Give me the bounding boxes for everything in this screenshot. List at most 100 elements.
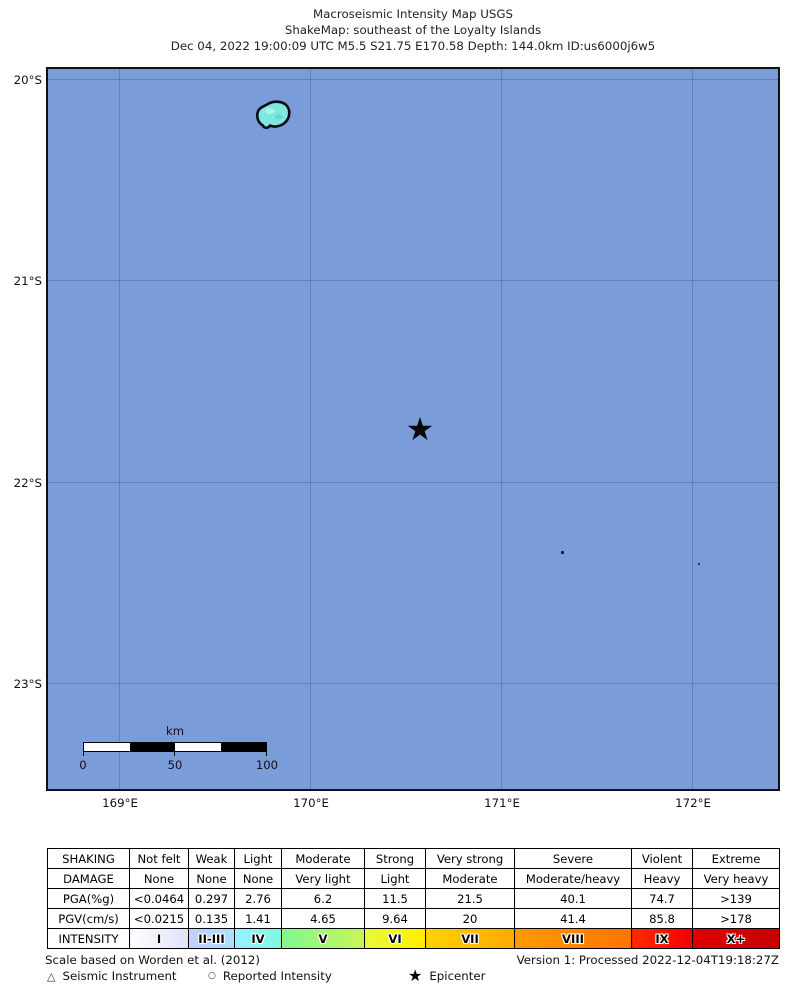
- pgv-cell: 0.135: [188, 908, 235, 929]
- intensity-cell: X+: [692, 928, 780, 949]
- table-row-pgv: PGV(cm/s) <0.0215 0.135 1.41 4.65 9.64 2…: [47, 908, 780, 929]
- star-icon: ★: [408, 966, 423, 985]
- damage-cell: Moderate: [425, 868, 515, 889]
- lat-tick-23s: 23°S: [13, 677, 42, 691]
- title-line-3: Dec 04, 2022 19:00:09 UTC M5.5 S21.75 E1…: [170, 38, 656, 53]
- island-texture: [275, 114, 283, 120]
- scale-bar-label-100: 100: [255, 758, 279, 772]
- island-texture: [265, 108, 275, 114]
- island-polygon: [255, 100, 291, 130]
- pgv-cell: >178: [692, 908, 780, 929]
- intensity-cell: V: [281, 928, 365, 949]
- islet-dot: [698, 563, 700, 565]
- pga-cell: <0.0464: [129, 888, 189, 909]
- table-row-pga: PGA(%g) <0.0464 0.297 2.76 6.2 11.5 21.5…: [47, 888, 780, 909]
- table-row-damage: DAMAGE None None None Very light Light M…: [47, 868, 780, 889]
- damage-cell: Very light: [281, 868, 365, 889]
- row-header-pga: PGA(%g): [47, 888, 130, 909]
- damage-cell: None: [129, 868, 189, 889]
- gridline-22s: [48, 482, 778, 483]
- lon-tick-171e: 171°E: [484, 796, 520, 810]
- triangle-icon: △: [47, 969, 56, 983]
- pga-cell: 74.7: [631, 888, 693, 909]
- shaking-cell: Weak: [188, 848, 235, 869]
- epicenter-star-icon: ★: [405, 410, 435, 448]
- pga-cell: 0.297: [188, 888, 235, 909]
- row-header-shaking: SHAKING: [47, 848, 130, 869]
- intensity-cell: IV: [234, 928, 282, 949]
- intensity-legend-table: SHAKING Not felt Weak Light Moderate Str…: [47, 848, 780, 949]
- title-line-1: Macroseismic Intensity Map USGS: [312, 7, 514, 21]
- scale-bar-segment: [175, 743, 221, 751]
- damage-cell: None: [234, 868, 282, 889]
- scale-bar-segment: [129, 743, 175, 751]
- pgv-cell: 85.8: [631, 908, 693, 929]
- row-header-intensity: INTENSITY: [47, 928, 130, 949]
- shaking-cell: Severe: [514, 848, 632, 869]
- damage-cell: None: [188, 868, 235, 889]
- pgv-cell: 41.4: [514, 908, 632, 929]
- lon-tick-169e: 169°E: [102, 796, 138, 810]
- gridline-171e: [501, 69, 502, 789]
- legend-item-seismic-instrument: △ Seismic Instrument: [47, 967, 177, 985]
- scale-bar-tick: [174, 751, 175, 756]
- gridline-170e: [310, 69, 311, 789]
- pgv-cell: 20: [425, 908, 515, 929]
- gridline-169e: [119, 69, 120, 789]
- legend-item-label: Seismic Instrument: [62, 969, 177, 983]
- intensity-cell: II-III: [188, 928, 235, 949]
- legend-item-label: Reported Intensity: [222, 969, 332, 983]
- legend-item-epicenter: ★ Epicenter: [408, 967, 486, 985]
- islet-dot: [561, 551, 564, 554]
- table-row-shaking: SHAKING Not felt Weak Light Moderate Str…: [47, 848, 780, 869]
- row-header-damage: DAMAGE: [47, 868, 130, 889]
- shaking-cell: Very strong: [425, 848, 515, 869]
- pga-cell: 6.2: [281, 888, 365, 909]
- pga-cell: 21.5: [425, 888, 515, 909]
- intensity-cell: VII: [425, 928, 515, 949]
- intensity-cell: IX: [631, 928, 693, 949]
- pga-cell: >139: [692, 888, 780, 909]
- pga-cell: 40.1: [514, 888, 632, 909]
- lon-tick-172e: 172°E: [675, 796, 711, 810]
- pga-cell: 2.76: [234, 888, 282, 909]
- shaking-cell: Violent: [631, 848, 693, 869]
- shaking-cell: Extreme: [692, 848, 780, 869]
- shakemap-canvas: ★ km 0 50 100: [46, 67, 780, 791]
- damage-cell: Light: [364, 868, 426, 889]
- shaking-cell: Light: [234, 848, 282, 869]
- legend-item-reported-intensity: ○ Reported Intensity: [208, 967, 332, 985]
- scale-bar-segment: [220, 743, 266, 751]
- damage-cell: Moderate/heavy: [514, 868, 632, 889]
- gridline-172e: [692, 69, 693, 789]
- scale-bar-label-0: 0: [79, 758, 87, 772]
- shaking-cell: Not felt: [129, 848, 189, 869]
- lat-tick-21s: 21°S: [13, 274, 42, 288]
- table-row-intensity: INTENSITY I II-III IV V VI VII VIII IX X…: [47, 928, 780, 949]
- row-header-pgv: PGV(cm/s): [47, 908, 130, 929]
- scale-reference-note: Scale based on Worden et al. (2012): [45, 953, 260, 967]
- pgv-cell: 1.41: [234, 908, 282, 929]
- version-processed-note: Version 1: Processed 2022-12-04T19:18:27…: [516, 953, 779, 967]
- scale-bar: [83, 742, 267, 752]
- pgv-cell: <0.0215: [129, 908, 189, 929]
- circle-icon: ○: [208, 970, 216, 981]
- lat-tick-20s: 20°S: [13, 73, 42, 87]
- pgv-cell: 9.64: [364, 908, 426, 929]
- gridline-21s: [48, 280, 778, 281]
- damage-cell: Very heavy: [692, 868, 780, 889]
- intensity-cell: I: [129, 928, 189, 949]
- intensity-cell: VIII: [514, 928, 632, 949]
- gridline-23s: [48, 683, 778, 684]
- scale-bar-tick: [83, 751, 84, 756]
- legend-item-label: Epicenter: [429, 969, 486, 983]
- pga-cell: 11.5: [364, 888, 426, 909]
- map-title-block: Macroseismic Intensity Map USGS ShakeMap…: [47, 7, 779, 54]
- damage-cell: Heavy: [631, 868, 693, 889]
- lon-tick-170e: 170°E: [293, 796, 329, 810]
- gridline-20s: [48, 79, 778, 80]
- scale-bar-label-50: 50: [167, 758, 183, 772]
- intensity-cell: VI: [364, 928, 426, 949]
- shaking-cell: Strong: [364, 848, 426, 869]
- pgv-cell: 4.65: [281, 908, 365, 929]
